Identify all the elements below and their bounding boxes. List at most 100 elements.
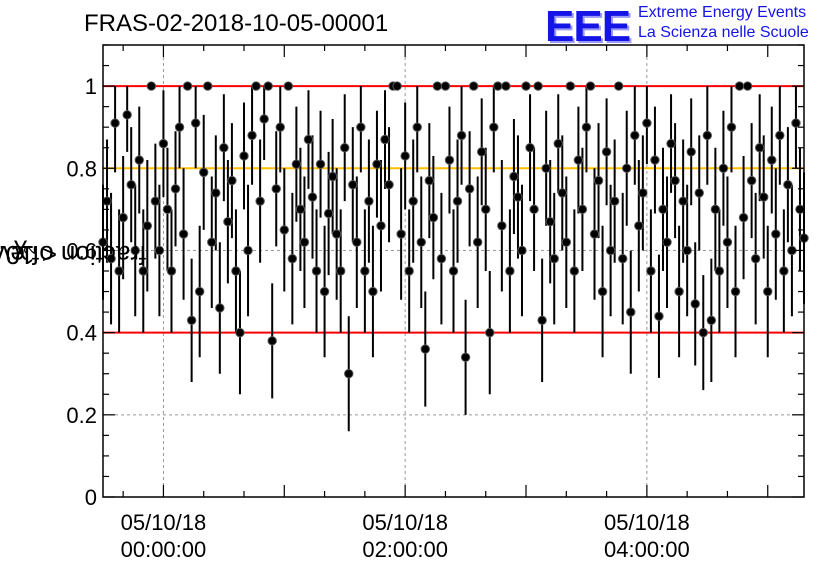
data-point xyxy=(585,81,596,91)
data-point xyxy=(420,344,430,354)
data-point xyxy=(384,180,394,190)
y-tick-label: 0.2 xyxy=(66,403,97,428)
data-point xyxy=(190,118,201,128)
y-axis-label: fraction of events with χ2 < 10.0 xyxy=(0,240,146,270)
data-point xyxy=(597,286,608,297)
data-point xyxy=(356,122,366,132)
data-point xyxy=(456,130,467,141)
data-point xyxy=(573,155,584,165)
data-point xyxy=(368,286,378,297)
y-tick-label: 0.8 xyxy=(66,156,97,181)
data-point xyxy=(485,327,495,338)
data-point xyxy=(150,196,161,206)
data-point xyxy=(263,81,273,91)
data-point xyxy=(122,110,132,120)
data-point xyxy=(130,245,140,256)
data-point xyxy=(199,167,209,178)
data-point xyxy=(646,266,656,276)
data-point xyxy=(114,266,124,276)
data-point xyxy=(682,245,692,256)
data-point xyxy=(138,266,148,276)
data-point xyxy=(589,229,600,239)
data-point xyxy=(303,134,314,145)
data-point xyxy=(162,204,173,215)
data-point xyxy=(170,184,181,194)
data-point xyxy=(203,81,213,91)
data-point xyxy=(396,229,406,239)
data-point xyxy=(634,221,644,231)
data-point xyxy=(243,245,253,256)
data-point xyxy=(481,204,491,215)
data-point xyxy=(497,221,507,231)
data-point xyxy=(472,237,483,247)
data-point xyxy=(609,196,620,206)
x-tick-label-time: 00:00:00 xyxy=(121,537,207,562)
data-point xyxy=(452,196,463,206)
data-point xyxy=(613,81,624,91)
data-point xyxy=(718,163,729,173)
data-point xyxy=(690,299,700,309)
data-point xyxy=(771,229,781,239)
data-point xyxy=(750,253,761,264)
data-point xyxy=(428,212,439,223)
data-point xyxy=(642,118,652,128)
data-point xyxy=(376,221,386,231)
data-point xyxy=(102,196,112,206)
data-point xyxy=(674,286,684,297)
data-point xyxy=(239,151,249,161)
data-point xyxy=(340,143,350,153)
data-point xyxy=(291,159,302,169)
data-point xyxy=(432,81,443,91)
data-point xyxy=(311,266,322,276)
data-point xyxy=(315,159,326,169)
y-tick-label: 0 xyxy=(85,485,97,510)
data-point xyxy=(335,266,346,276)
data-point xyxy=(714,266,725,276)
data-point xyxy=(271,184,281,194)
data-point xyxy=(666,138,676,149)
data-point xyxy=(767,155,777,165)
data-point xyxy=(710,204,721,215)
data-point xyxy=(791,118,801,128)
data-point xyxy=(569,266,580,276)
data-point xyxy=(126,180,136,190)
data-point xyxy=(424,175,435,186)
data-point xyxy=(561,237,572,247)
data-point xyxy=(738,212,749,223)
data-point xyxy=(694,188,704,198)
data-point xyxy=(533,81,543,91)
data-point xyxy=(259,114,269,124)
data-point xyxy=(746,175,757,186)
data-point xyxy=(722,237,733,247)
data-point xyxy=(541,163,551,173)
x-tick-label-date: 05/10/18 xyxy=(604,510,690,535)
data-point xyxy=(364,196,374,206)
data-point xyxy=(178,229,189,239)
data-point xyxy=(706,315,717,326)
data-point xyxy=(557,188,567,198)
data-point xyxy=(489,122,499,132)
data-point xyxy=(464,184,475,194)
data-point xyxy=(408,196,418,206)
data-point xyxy=(231,266,241,276)
data-point xyxy=(654,311,664,321)
data-point xyxy=(577,204,588,215)
data-point xyxy=(283,81,294,91)
data-point xyxy=(287,253,298,264)
y-tick-label: 0.4 xyxy=(66,321,97,346)
data-point xyxy=(182,81,193,91)
data-point xyxy=(670,175,680,186)
logo-line-1: Extreme Energy Events xyxy=(638,4,807,21)
y-axis-label-suffix: < 10.0 xyxy=(0,239,58,270)
data-point xyxy=(142,221,153,231)
data-point xyxy=(215,303,225,313)
data-point xyxy=(521,81,531,91)
data-point xyxy=(730,286,741,297)
data-point xyxy=(622,163,632,173)
data-point xyxy=(537,315,547,326)
data-point xyxy=(618,253,628,264)
data-point xyxy=(509,171,519,182)
data-point xyxy=(207,237,217,247)
data-point xyxy=(630,130,640,141)
x-tick-label-time: 04:00:00 xyxy=(604,537,690,562)
